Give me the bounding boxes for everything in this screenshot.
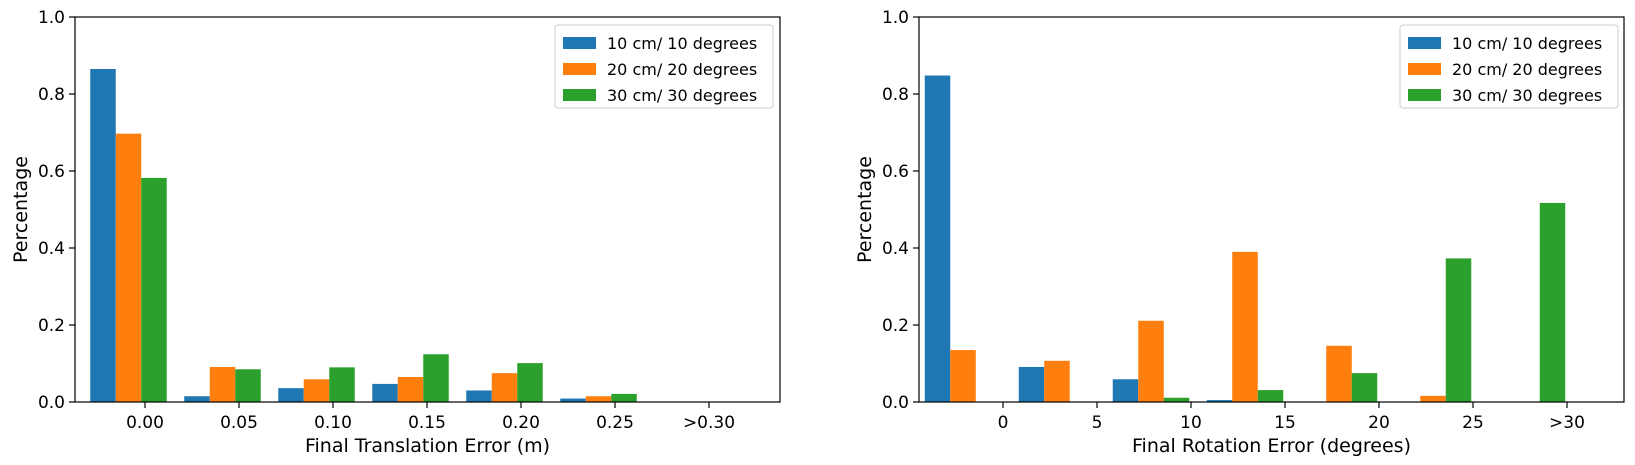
y-tick-label: 0.4 [38, 239, 65, 259]
bar-chart1-series1-5 [560, 398, 586, 402]
bar-chart1-series2-1 [209, 366, 236, 402]
legend-swatch [1408, 63, 1441, 75]
legend-swatch [563, 37, 596, 49]
bar-chart2-series2-2 [1138, 320, 1164, 402]
x-tick-label: 0.15 [408, 413, 446, 433]
bar-chart1-series3-5 [611, 393, 637, 402]
legend-entry-label: 10 cm/ 10 degrees [607, 34, 757, 53]
legend-entry-label: 20 cm/ 20 degrees [607, 60, 757, 79]
legend-entry-label: 30 cm/ 30 degrees [1452, 86, 1602, 105]
bar-chart1-series1-3 [372, 383, 398, 402]
bar-chart1-series3-2 [329, 367, 355, 402]
bar-chart2-series3-4 [1351, 373, 1378, 403]
y-axis-label: Percentage [10, 156, 32, 263]
x-tick-label: >30 [1549, 413, 1585, 433]
y-tick-label: 1.0 [38, 8, 65, 28]
bar-chart2-series2-3 [1232, 251, 1258, 402]
bar-chart1-series1-4 [466, 390, 492, 402]
x-tick-label: 0.05 [220, 413, 258, 433]
x-tick-label: 5 [1092, 413, 1103, 433]
x-tick-label: 15 [1274, 413, 1296, 433]
bar-chart2-series1-2 [1112, 379, 1139, 402]
legend-swatch [563, 89, 596, 101]
bar-chart1-series1-2 [278, 388, 304, 402]
y-tick-label: 1.0 [882, 8, 909, 28]
x-tick-label: >0.30 [683, 413, 735, 433]
x-axis-label: Final Translation Error (m) [305, 435, 550, 457]
bar-chart2-series3-3 [1257, 390, 1284, 402]
legend-1: 10 cm/ 10 degrees 20 cm/ 20 degrees 30 cm/… [554, 24, 774, 109]
legend-entry-label: 30 cm/ 30 degrees [607, 86, 757, 105]
bar-chart1-series2-0 [115, 133, 142, 402]
y-tick-label: 0.2 [882, 316, 909, 336]
y-tick-label: 0.0 [882, 393, 909, 413]
bar-chart2-series3-2 [1163, 397, 1190, 402]
bar-chart2-series3-5 [1445, 258, 1472, 402]
axes-frame-2 [918, 16, 1625, 403]
x-tick-label: 0 [998, 413, 1009, 433]
bar-chart2-series3-6 [1539, 202, 1566, 402]
y-tick-label: 0.6 [882, 162, 909, 182]
x-axis-label: Final Rotation Error (degrees) [1132, 435, 1411, 457]
x-tick-label: 10 [1180, 413, 1202, 433]
x-tick-label: 0.20 [502, 413, 540, 433]
bar-chart1-series3-0 [141, 177, 167, 402]
bar-chart1-series2-4 [491, 373, 518, 403]
y-axis-label: Percentage [854, 156, 876, 263]
x-tick-label: 0.10 [314, 413, 352, 433]
bar-chart1-series3-1 [235, 369, 261, 402]
bar-chart2-series2-5 [1420, 395, 1446, 402]
x-tick-label: 0.25 [596, 413, 634, 433]
y-tick-label: 0.6 [38, 162, 65, 182]
bar-chart1-series3-4 [517, 363, 543, 402]
bar-chart2-series2-1 [1044, 360, 1070, 402]
y-tick-label: 0.8 [882, 85, 909, 105]
chart-2: 0.0 0.2 0.4 0.6 0.8 1.0 0 5 10 15 20 25 >30 Final Rot… [854, 8, 1625, 457]
legend-swatch [1408, 37, 1441, 49]
bar-chart2-series1-1 [1018, 366, 1045, 402]
bar-chart1-series2-3 [397, 376, 424, 402]
y-tick-label: 0.0 [38, 393, 65, 413]
legend-box [1399, 24, 1619, 109]
bar-chart1-series2-2 [303, 379, 330, 402]
x-tick-label: 25 [1462, 413, 1484, 433]
bar-chart1-series3-3 [423, 354, 449, 402]
bar-chart2-series2-4 [1326, 345, 1352, 402]
chart-1: 0.0 0.2 0.4 0.6 0.8 1.0 0.00 0.05 0.10 0.15 0.20 0.… [10, 8, 781, 457]
bar-chart2-series1-0 [924, 75, 951, 403]
bar-chart1-series1-0 [90, 68, 116, 402]
legend-swatch [563, 63, 596, 75]
legend-entry-label: 20 cm/ 20 degrees [1452, 60, 1602, 79]
y-tick-label: 0.2 [38, 316, 65, 336]
bar-chart2-series1-3 [1206, 400, 1233, 402]
bar-chart1-series1-1 [184, 396, 210, 402]
legend-entry-label: 10 cm/ 10 degrees [1452, 34, 1602, 53]
legend-swatch [1408, 89, 1441, 101]
bar-chart2-series2-0 [950, 350, 976, 402]
y-tick-label: 0.4 [882, 239, 909, 259]
x-tick-label: 20 [1368, 413, 1390, 433]
legend-2: 10 cm/ 10 degrees 20 cm/ 20 degrees 30 cm/… [1399, 24, 1619, 109]
x-tick-label: 0.00 [126, 413, 164, 433]
bar-chart1-series2-5 [585, 396, 612, 402]
legend-box [554, 24, 774, 109]
y-tick-label: 0.8 [38, 85, 65, 105]
